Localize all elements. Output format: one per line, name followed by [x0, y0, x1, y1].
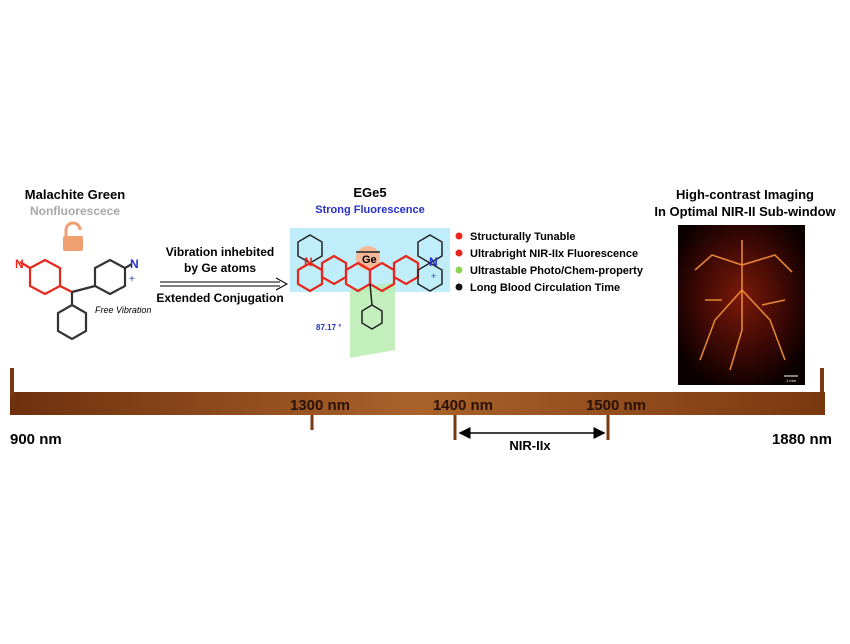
- tick-label: 1400 nm: [433, 397, 493, 414]
- feature: Ultrabright NIR-IIx Fluorescence: [470, 248, 638, 260]
- bar-end: [10, 368, 14, 398]
- title: Malachite Green: [25, 187, 125, 202]
- arrow: [160, 277, 289, 291]
- window-label: NIR-IIx: [509, 438, 551, 453]
- bar-end: [820, 368, 824, 398]
- angle: 87.17 °: [316, 323, 341, 332]
- atom-label: N: [304, 255, 313, 269]
- tick-label: 1500 nm: [586, 397, 646, 414]
- tick: [606, 415, 610, 440]
- subtitle: In Optimal NIR-II Sub-window: [654, 204, 836, 219]
- title: EGe5: [353, 185, 386, 200]
- subtitle: Nonfluorescece: [30, 204, 120, 218]
- lock-icon: [63, 221, 83, 251]
- tick: [310, 415, 314, 430]
- atom-label: Ge: [362, 254, 377, 266]
- atom-label: N: [130, 257, 139, 271]
- malachite-structure: [19, 258, 133, 341]
- wavelength-marks: 1300 nm 1400 nm 1500 nm: [290, 397, 646, 440]
- title: High-contrast Imaging: [676, 187, 814, 202]
- scale-start: 900 nm: [10, 431, 62, 448]
- bullet: [455, 283, 463, 291]
- atom-label: N: [429, 255, 438, 269]
- feature: Structurally Tunable: [470, 231, 576, 243]
- tick-label: 1300 nm: [290, 397, 350, 414]
- highlight-box: [350, 282, 395, 358]
- feature: Ultrastable Photo/Chem-property: [470, 265, 644, 277]
- arrow-label: by Ge atoms: [184, 261, 256, 275]
- bullet: [455, 249, 463, 257]
- arrow-label: Extended Conjugation: [156, 291, 283, 305]
- arrow-label: Vibration inhebited: [166, 245, 274, 259]
- charge: +: [129, 274, 135, 285]
- atom-label: N: [15, 257, 24, 271]
- tick: [453, 415, 457, 440]
- feature: Long Blood Circulation Time: [470, 282, 620, 294]
- scale-end: 1880 nm: [772, 431, 832, 448]
- wavelength-bar: [10, 392, 825, 415]
- ege5-structure: [296, 234, 443, 330]
- note: Free Vibration: [95, 305, 151, 315]
- feature-list: Structurally Tunable Ultrabright NIR-IIx …: [455, 231, 644, 294]
- subtitle: Strong Fluorescence: [315, 204, 424, 216]
- bullet: [455, 266, 463, 274]
- vessels: [694, 240, 793, 371]
- charge: +: [431, 271, 436, 281]
- bullet: [455, 232, 463, 240]
- scale-label: 1 mm: [786, 378, 797, 383]
